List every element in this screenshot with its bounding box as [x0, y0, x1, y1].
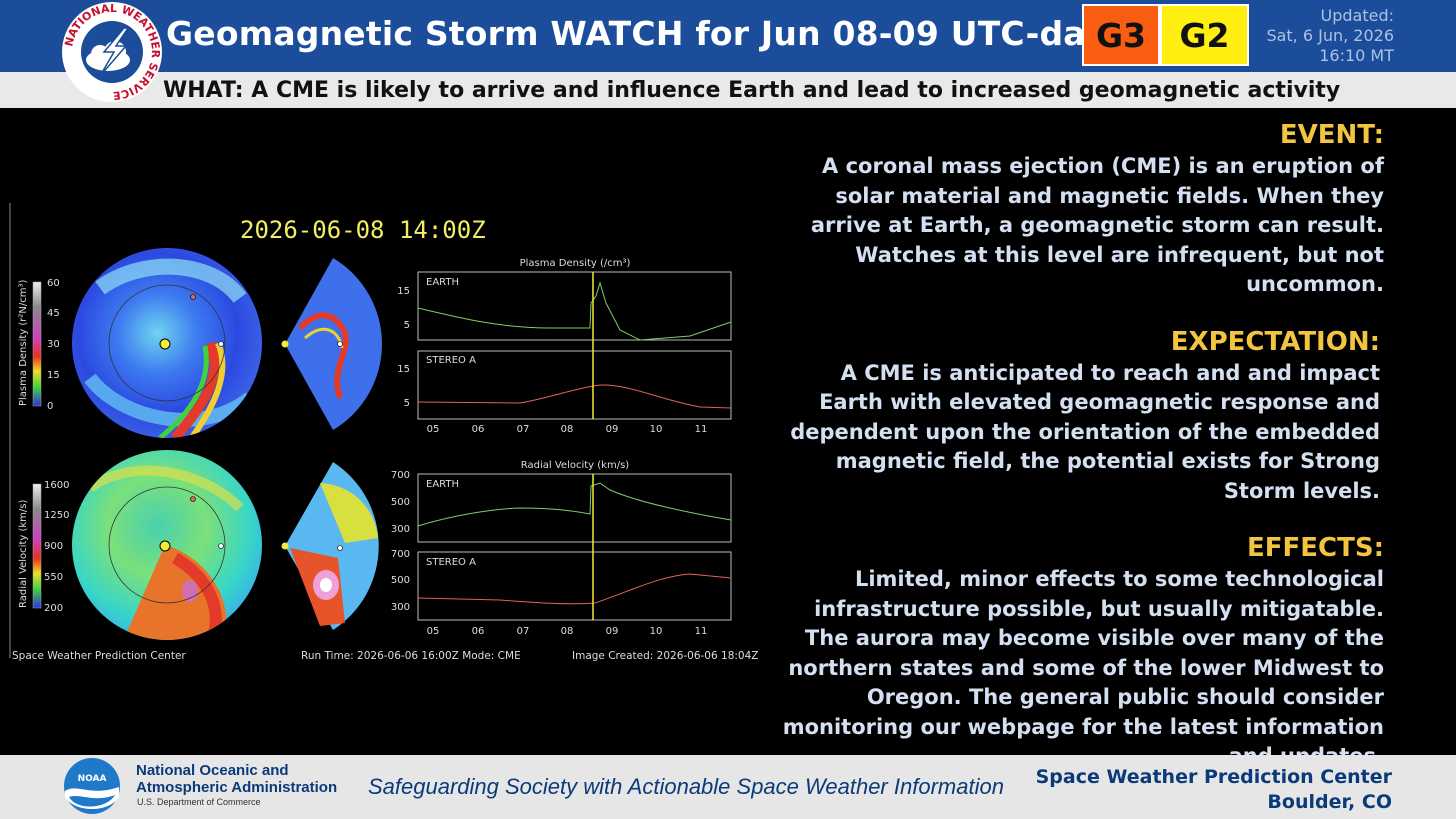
tagline: Safeguarding Society with Actionable Spa… — [368, 774, 1004, 799]
panel-density-earth-ytick-5: 5 — [404, 320, 410, 331]
updated-date: Sat, 6 Jun, 2026 — [1266, 26, 1394, 45]
density-tick-15: 15 — [47, 370, 60, 381]
updated-stamp: Updated: Sat, 6 Jun, 2026 16:10 MT — [1266, 6, 1394, 66]
event-section: EVENT: A coronal mass ejection (CME) is … — [770, 118, 1384, 300]
updated-label: Updated: — [1320, 6, 1395, 25]
g2-badge-label: G2 — [1179, 15, 1230, 55]
event-title: EVENT: — [1279, 120, 1384, 150]
velocity-tick-550: 550 — [44, 572, 63, 583]
swpc-location: Space Weather Prediction Center Boulder,… — [1036, 765, 1392, 815]
density-plot-title: Plasma Density (/cm³) — [520, 258, 631, 269]
noaa-logo-text: NOAA — [78, 774, 107, 784]
density-wedge — [281, 258, 382, 430]
panel-velocity-earth: EARTH 700 500 300 — [391, 470, 732, 543]
velocity-tick-1250: 1250 — [44, 510, 69, 521]
velocity-xtick-07: 07 — [517, 626, 530, 637]
panel-density-stereo-ytick-5: 5 — [404, 398, 410, 409]
velocity-tick-200: 200 — [44, 603, 63, 614]
expectation-body: A CME is anticipated to reach and and im… — [790, 360, 1380, 503]
panel-velocity-earth-ytick-700: 700 — [391, 470, 410, 481]
panel-density-earth-ytick-15: 15 — [397, 286, 410, 297]
velocity-colorbar — [32, 483, 42, 609]
updated-time: 16:10 MT — [1319, 46, 1394, 65]
wsa-enlil-simulation: 2026-06-08 14:00Z 60 45 30 15 0 Plasma D… — [0, 108, 760, 755]
swpc-name: Space Weather Prediction Center — [1035, 766, 1392, 788]
velocity-tick-1600: 1600 — [44, 480, 69, 491]
noaa-logo-icon: NOAA — [64, 758, 120, 814]
effects-title: EFFECTS: — [1247, 533, 1384, 563]
panel-velocity-stereo-label: STEREO A — [426, 557, 476, 568]
density-xtick-06: 06 — [472, 424, 485, 435]
header-bar: Geomagnetic Storm WATCH for Jun 08-09 UT… — [0, 0, 1456, 72]
event-body: A coronal mass ejection (CME) is an erup… — [810, 154, 1384, 296]
velocity-scale-label: Radial Velocity (km/s) — [18, 500, 29, 608]
g2-badge: G2 — [1160, 4, 1249, 66]
noaa-dept: U.S. Department of Commerce — [137, 797, 261, 807]
sim-footer-left: Space Weather Prediction Center — [12, 650, 186, 662]
velocity-xtick-11: 11 — [695, 626, 708, 637]
velocity-xtick-09: 09 — [606, 626, 619, 637]
density-xtick-11: 11 — [695, 424, 708, 435]
density-tick-45: 45 — [47, 308, 60, 319]
g3-badge-label: G3 — [1095, 15, 1147, 55]
density-scale-label: Plasma Density (r²N/cm³) — [18, 279, 29, 406]
density-tick-30: 30 — [47, 339, 60, 350]
effects-section: EFFECTS: Limited, minor effects to some … — [770, 531, 1384, 772]
velocity-xtick-06: 06 — [472, 626, 485, 637]
velocity-disc — [72, 450, 262, 640]
noaa-name: National Oceanic and Atmospheric Adminis… — [136, 762, 337, 796]
panel-density-earth: EARTH 15 5 — [397, 271, 732, 341]
panel-velocity-stereo-ytick-300: 300 — [391, 602, 410, 613]
panel-velocity-stereo: STEREO A 700 500 300 — [391, 549, 732, 621]
density-xtick-09: 09 — [606, 424, 619, 435]
panel-velocity-earth-label: EARTH — [426, 479, 459, 490]
noaa-name-line1: National Oceanic and — [136, 762, 289, 779]
velocity-tick-900: 900 — [44, 541, 63, 552]
density-xtick-10: 10 — [650, 424, 663, 435]
panel-velocity-earth-ytick-500: 500 — [391, 497, 410, 508]
nws-logo-icon: NATIONAL WEATHER SERVICE — [62, 2, 162, 102]
panel-velocity-earth-ytick-300: 300 — [391, 524, 410, 535]
page-title: Geomagnetic Storm WATCH for Jun 08-09 UT… — [166, 14, 1127, 53]
what-text: WHAT: A CME is likely to arrive and infl… — [163, 78, 1341, 103]
velocity-xtick-05: 05 — [427, 626, 440, 637]
panel-density-stereo: STEREO A 15 5 — [397, 350, 732, 420]
swpc-city: Boulder, CO — [1267, 791, 1392, 813]
info-text-panel: EVENT: A coronal mass ejection (CME) is … — [770, 118, 1384, 797]
density-xtick-07: 07 — [517, 424, 530, 435]
what-bar: WHAT: A CME is likely to arrive and infl… — [0, 72, 1456, 108]
density-colorbar — [32, 281, 42, 407]
velocity-plot-title: Radial Velocity (km/s) — [521, 460, 629, 471]
density-disc — [72, 248, 262, 438]
density-xtick-05: 05 — [427, 424, 440, 435]
panel-velocity-stereo-ytick-500: 500 — [391, 575, 410, 586]
density-tick-0: 0 — [47, 401, 53, 412]
density-tick-60: 60 — [47, 278, 60, 289]
simulation-svg: 2026-06-08 14:00Z 60 45 30 15 0 Plasma D… — [9, 203, 758, 662]
velocity-wedge — [281, 462, 379, 630]
velocity-xtick-08: 08 — [561, 626, 574, 637]
panel-density-earth-label: EARTH — [426, 277, 459, 288]
panel-density-stereo-ytick-15: 15 — [397, 364, 410, 375]
expectation-title: EXPECTATION: — [1170, 326, 1380, 357]
velocity-xtick-10: 10 — [650, 626, 663, 637]
g3-badge: G3 — [1082, 4, 1160, 66]
panel-density-stereo-label: STEREO A — [426, 355, 476, 366]
panel-velocity-stereo-ytick-700: 700 — [391, 549, 410, 560]
noaa-name-line2: Atmospheric Administration — [136, 779, 338, 796]
expectation-section: EXPECTATION: A CME is anticipated to rea… — [770, 325, 1384, 507]
sim-footer-right: Image Created: 2026-06-06 18:04Z — [572, 650, 758, 662]
density-xtick-08: 08 — [561, 424, 574, 435]
sim-timestamp: 2026-06-08 14:00Z — [240, 216, 486, 244]
effects-body: Limited, minor effects to some technolog… — [782, 567, 1384, 768]
footer-bar: NOAA National Oceanic and Atmospheric Ad… — [0, 755, 1456, 819]
sim-footer-mid: Run Time: 2026-06-06 16:00Z Mode: CME — [301, 650, 521, 662]
